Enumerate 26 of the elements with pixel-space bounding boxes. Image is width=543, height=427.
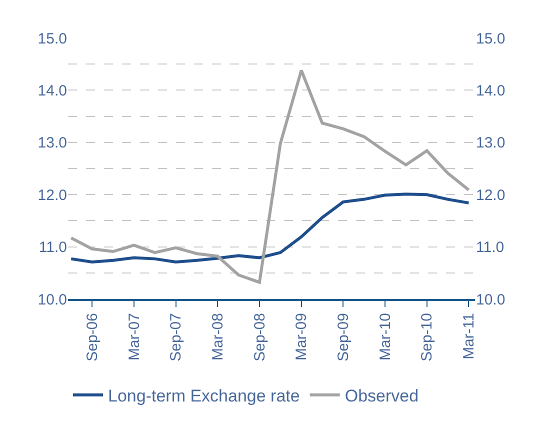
y2-tick-label: 11.0 [476,239,504,256]
y-tick-label: 13.0 [38,134,67,152]
x-tick-label: Sep-10 [418,313,436,362]
y-tick-label: 12.0 [38,186,67,204]
x-tick-label: Mar-11 [460,313,478,360]
x-tick-label: Sep-06 [84,313,101,362]
y2-tick-label: 14.0 [476,82,506,100]
line-series [70,68,470,284]
y2-tick-label: 10.0 [476,291,506,308]
y-tick-label: 15.0 [38,30,67,48]
x-tick-label: Mar-08 [209,313,226,361]
x-tick-label: Sep-08 [251,313,268,362]
line-series [70,192,470,264]
x-tick-label: Sep-09 [335,313,352,362]
x-tick-label: Mar-10 [376,313,394,361]
y2-tick-label: 13.0 [476,134,506,152]
legend-label: Observed [344,386,419,406]
y-tick-label: 10.0 [38,291,67,308]
x-tick-label: Mar-09 [293,313,310,361]
x-tick-label: Sep-07 [168,313,185,362]
y2-tick-label: 15.0 [476,30,506,48]
y2-tick-label: 12.0 [476,186,506,204]
x-tick-label: Mar-07 [126,313,143,361]
y-tick-label: 11.0 [38,239,67,256]
y-tick-label: 14.0 [38,82,67,100]
legend-label: Long-term Exchange rate [108,386,300,406]
